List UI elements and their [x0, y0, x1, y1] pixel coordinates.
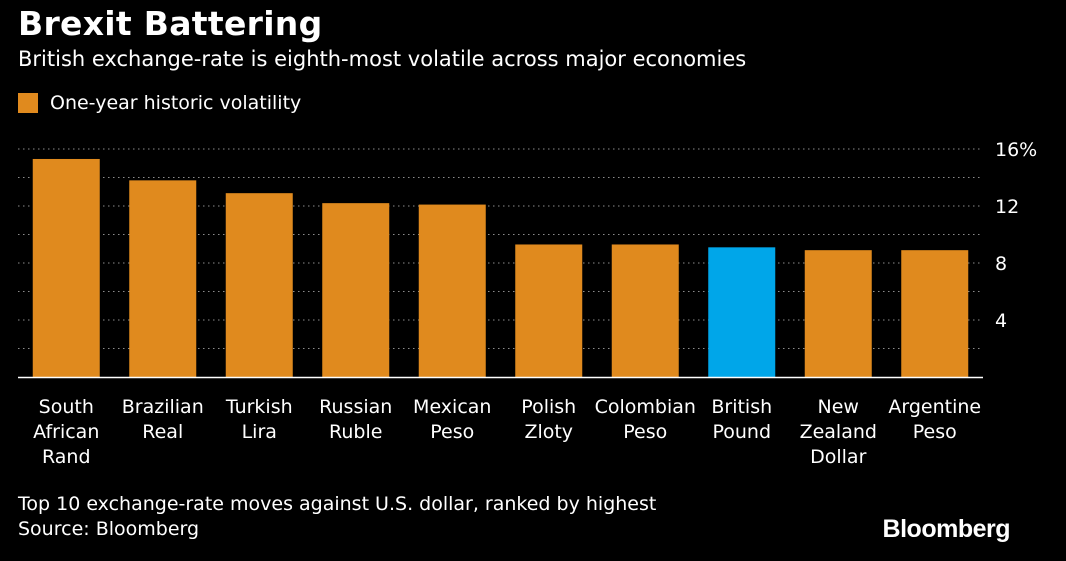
y-tick-label: 16% [995, 139, 1037, 161]
legend: One-year historic volatility [18, 92, 301, 114]
bar-russian-ruble [322, 203, 390, 377]
bar-colombian-peso [611, 244, 679, 377]
x-tick-label: Colombian Peso [595, 396, 696, 443]
y-tick-label: 12 [995, 196, 1019, 218]
bar-south-african-rand [32, 158, 100, 377]
x-tick-label: Mexican Peso [413, 396, 491, 443]
legend-label: One-year historic volatility [50, 92, 302, 114]
x-tick-label: South African Rand [33, 396, 99, 468]
legend-swatch [18, 93, 38, 113]
x-tick-label: Argentine Peso [888, 396, 981, 443]
y-tick-label: 8 [995, 253, 1007, 275]
x-tick-label: Brazilian Real [122, 396, 204, 443]
chart-title: Brexit Battering [18, 4, 323, 43]
footer-note: Top 10 exchange-rate moves against U.S. … [18, 493, 657, 515]
bar-turkish-lira [225, 193, 293, 377]
footer: Top 10 exchange-rate moves against U.S. … [18, 492, 656, 542]
x-tick-label: New Zealand Dollar [800, 396, 877, 468]
chart-subtitle: British exchange-rate is eighth-most vol… [18, 47, 747, 71]
x-tick-label: Polish Zloty [521, 396, 576, 443]
bar-brazilian-real [129, 180, 197, 377]
x-tick-label: Russian Ruble [319, 396, 392, 443]
y-tick-label: 4 [995, 310, 1007, 332]
x-tick-label: Turkish Lira [225, 396, 293, 443]
footer-source: Source: Bloomberg [18, 518, 200, 540]
bar-new-zealand-dollar [804, 250, 872, 377]
bar-polish-zloty [515, 244, 583, 377]
bloomberg-logo: Bloomberg [882, 515, 1011, 543]
bar-argentine-peso [901, 250, 969, 377]
bar-mexican-peso [418, 204, 486, 377]
bar-british-pound [708, 247, 776, 377]
x-tick-label: British Pound [711, 396, 772, 443]
